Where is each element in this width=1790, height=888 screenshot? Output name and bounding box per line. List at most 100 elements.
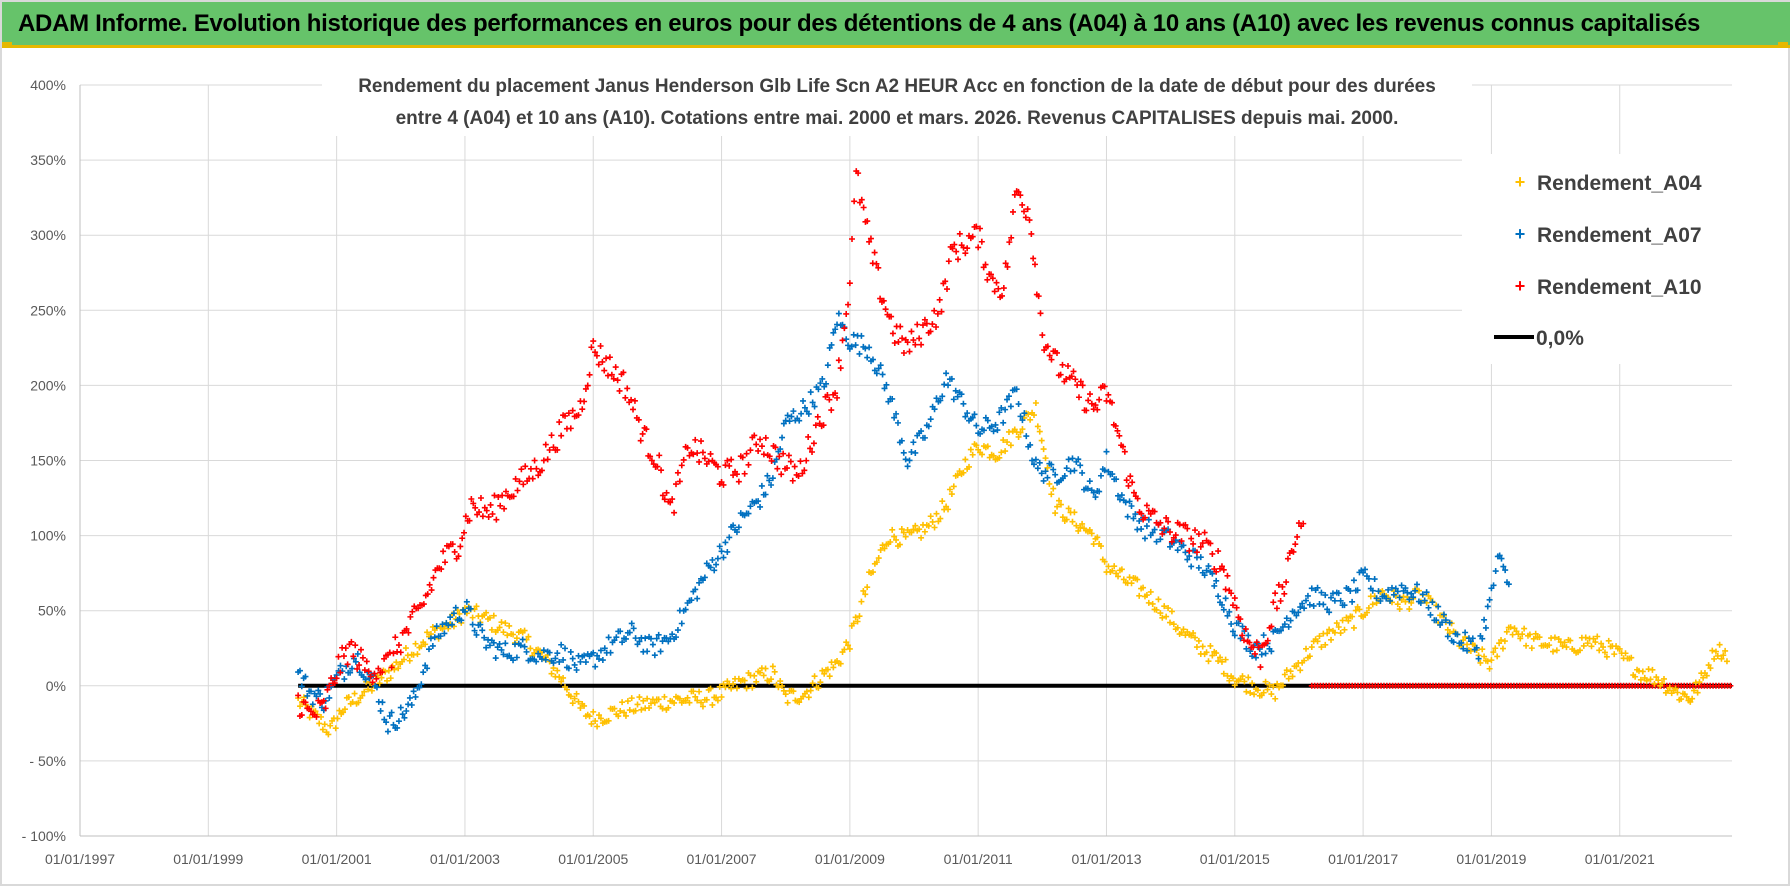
a04-tail-point — [1718, 655, 1725, 662]
a10-point — [730, 472, 737, 479]
a10-point — [914, 321, 921, 328]
a10-point — [835, 357, 842, 364]
a07-point — [678, 620, 685, 627]
a07-point — [1096, 488, 1103, 495]
a04-point — [1519, 631, 1526, 638]
a10-point — [936, 296, 943, 303]
a04-point — [1025, 411, 1032, 418]
a07-point — [714, 555, 721, 562]
a04-point — [931, 524, 938, 531]
x-tick-label: 01/01/2021 — [1585, 851, 1655, 867]
a10-point — [1268, 623, 1275, 630]
a07-point — [1097, 472, 1104, 479]
a10-point — [407, 613, 414, 620]
a07-point — [1218, 601, 1225, 608]
a07-point — [688, 597, 695, 604]
chart-title-line-1: Rendement du placement Janus Henderson G… — [358, 76, 1436, 97]
a10-point — [912, 341, 919, 348]
a04-point — [769, 663, 776, 670]
a04-point — [1563, 644, 1570, 651]
a04-point — [1048, 491, 1055, 498]
a10-point — [1161, 525, 1168, 532]
a10-point — [499, 492, 506, 499]
a10-point — [975, 244, 982, 251]
a04-point — [1251, 691, 1258, 698]
a04-point — [498, 619, 505, 626]
a10-point — [1290, 548, 1297, 555]
a04-point — [1203, 649, 1210, 656]
a07-point — [1015, 401, 1022, 408]
a07-point — [1205, 563, 1212, 570]
a04-point — [646, 704, 653, 711]
a10-point — [1022, 214, 1029, 221]
a07-point — [674, 627, 681, 634]
a10-point — [567, 425, 574, 432]
a04-point — [361, 688, 368, 695]
a07-point — [1498, 555, 1505, 562]
a10-point — [933, 323, 940, 330]
a10-point — [956, 230, 963, 237]
a10-point — [843, 310, 850, 317]
a07-point — [483, 644, 490, 651]
a04-point — [1065, 505, 1072, 512]
a10-point — [951, 241, 958, 248]
a10-point — [1004, 263, 1011, 270]
a10-point — [1253, 639, 1260, 646]
a04-point — [355, 699, 362, 706]
a10-point — [320, 697, 327, 704]
a10-point — [906, 348, 913, 355]
a10-point — [415, 605, 422, 612]
a04-point — [1350, 624, 1357, 631]
a04-point — [811, 673, 818, 680]
a07-point — [998, 404, 1005, 411]
a10-point — [1172, 532, 1179, 539]
a04-point — [1159, 614, 1166, 621]
a07-point — [1042, 468, 1049, 475]
a04-point — [321, 721, 328, 728]
a10-point — [908, 328, 915, 335]
a10-point — [858, 196, 865, 203]
a07-point — [1365, 575, 1372, 582]
a10-point — [1077, 378, 1084, 385]
a10-point — [899, 335, 906, 342]
a10-point — [350, 653, 357, 660]
a04-point — [1536, 634, 1543, 641]
a07-point — [925, 423, 932, 430]
a07-point — [521, 643, 528, 650]
a04-point — [1262, 678, 1269, 685]
a10-point — [1215, 548, 1222, 555]
a07-point — [893, 410, 900, 417]
a04-point — [1115, 573, 1122, 580]
a04-point — [1167, 619, 1173, 626]
a04-point — [1647, 676, 1654, 683]
a04-point — [889, 526, 896, 533]
a04-point — [916, 526, 923, 533]
a10-point — [671, 509, 678, 516]
a10-point — [455, 553, 462, 560]
a10-point — [409, 608, 416, 615]
a10-point — [544, 456, 551, 463]
a04-point — [676, 695, 683, 702]
a07-point — [1446, 619, 1453, 626]
a07-points — [295, 310, 1512, 735]
a04-point — [927, 513, 934, 520]
a07-point — [502, 640, 509, 647]
a04-point — [1511, 625, 1518, 632]
a10-point — [588, 344, 595, 351]
a10-point — [601, 367, 608, 374]
a04-point — [780, 687, 787, 694]
a07-point — [1151, 526, 1158, 533]
a07-point — [716, 543, 723, 550]
a10-point — [1184, 525, 1191, 532]
legend-item-a10: + Rendement_A10 — [1515, 276, 1702, 299]
a10-point — [814, 413, 821, 420]
a10-point — [1157, 519, 1164, 526]
a10-point — [483, 507, 490, 514]
a10-point — [1163, 514, 1170, 521]
a07-point — [496, 640, 503, 647]
a07-point — [830, 329, 837, 336]
a07-point — [1362, 566, 1369, 573]
a07-point — [1038, 470, 1045, 477]
a07-point — [1079, 469, 1086, 476]
a04-tail-point — [1700, 674, 1707, 681]
